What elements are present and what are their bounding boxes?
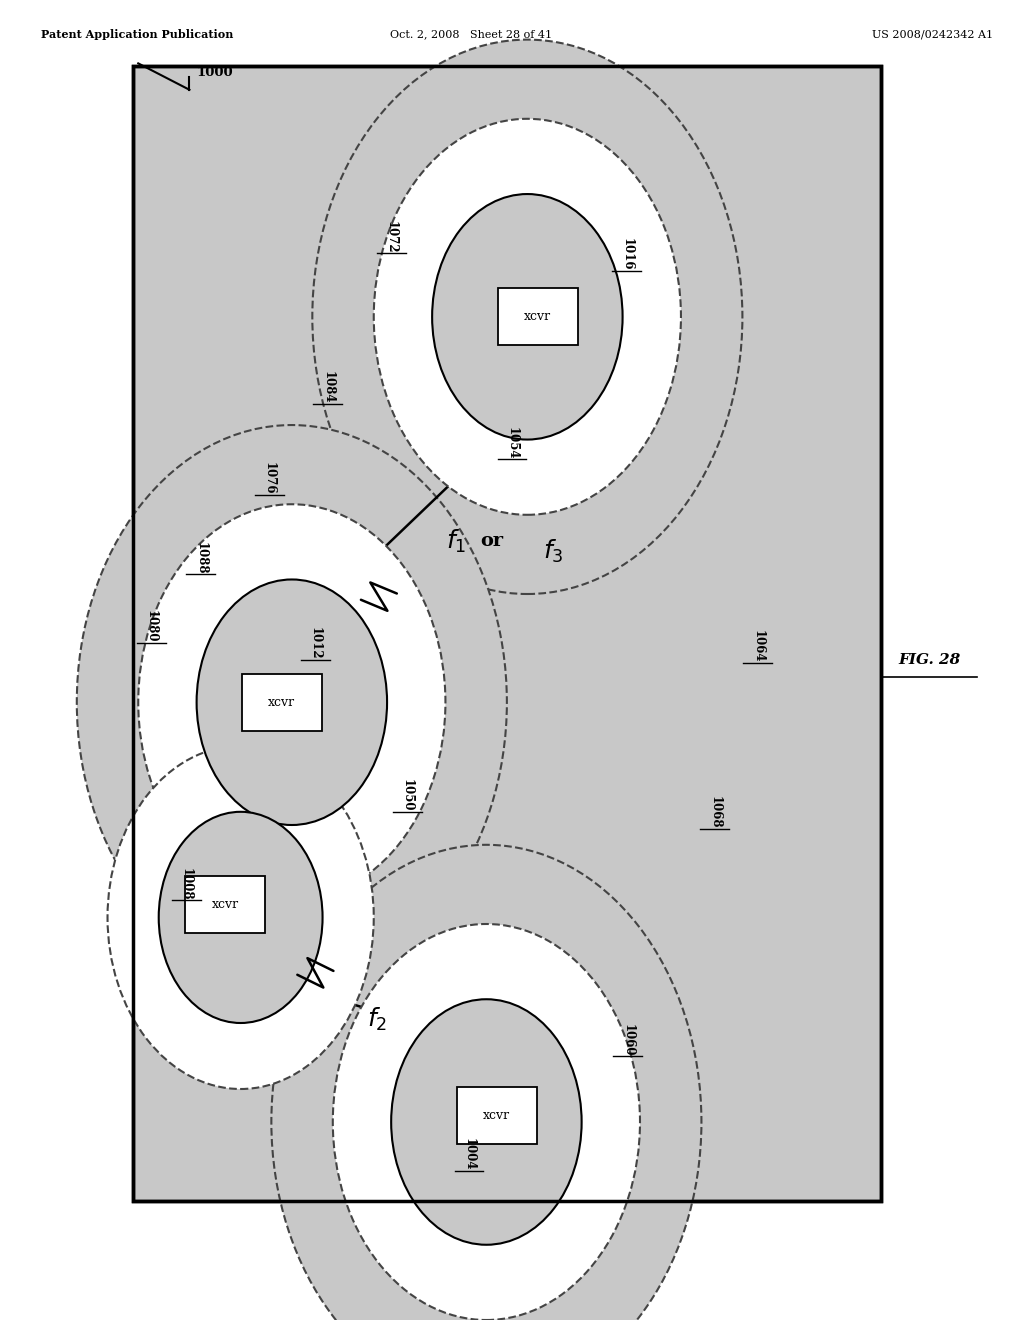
Text: Oct. 2, 2008   Sheet 28 of 41: Oct. 2, 2008 Sheet 28 of 41 [390,29,552,40]
Text: 1004: 1004 [463,1138,475,1171]
Circle shape [432,194,623,440]
Text: xcvr: xcvr [212,898,239,911]
Text: xcvr: xcvr [524,310,551,323]
Circle shape [374,119,681,515]
Text: 1054: 1054 [506,426,518,459]
Text: 1016: 1016 [621,238,633,271]
Circle shape [159,812,323,1023]
Text: xcvr: xcvr [268,696,295,709]
Bar [133,66,881,1201]
Circle shape [391,999,582,1245]
Text: 1080: 1080 [145,610,158,643]
FancyBboxPatch shape [185,876,265,932]
Circle shape [312,40,742,594]
Text: Patent Application Publication: Patent Application Publication [41,29,233,40]
Text: $f_1$: $f_1$ [445,528,466,554]
Text: US 2008/0242342 A1: US 2008/0242342 A1 [872,29,993,40]
Bar [133,66,881,1201]
Text: 1088: 1088 [195,541,207,574]
Text: $f_2$: $f_2$ [367,1006,387,1032]
Text: 1012: 1012 [309,627,322,660]
Text: 1064: 1064 [752,630,764,663]
FancyBboxPatch shape [498,288,578,345]
Text: $f_3$: $f_3$ [543,539,563,565]
Text: 1060: 1060 [622,1023,634,1056]
Text: 1084: 1084 [322,371,334,404]
Text: 1068: 1068 [709,796,721,829]
Text: 1000: 1000 [197,66,233,79]
Text: or: or [480,532,503,550]
Text: FIG. 28: FIG. 28 [899,653,961,667]
Circle shape [271,845,701,1320]
Text: xcvr: xcvr [483,1109,510,1122]
Text: 1076: 1076 [263,462,275,495]
Text: 1072: 1072 [385,220,397,253]
Text: 1050: 1050 [401,779,414,812]
FancyBboxPatch shape [242,673,322,731]
Circle shape [197,579,387,825]
Circle shape [108,746,374,1089]
Circle shape [138,504,445,900]
Circle shape [77,425,507,979]
Circle shape [333,924,640,1320]
Text: 1008: 1008 [180,867,193,900]
FancyBboxPatch shape [457,1088,537,1143]
